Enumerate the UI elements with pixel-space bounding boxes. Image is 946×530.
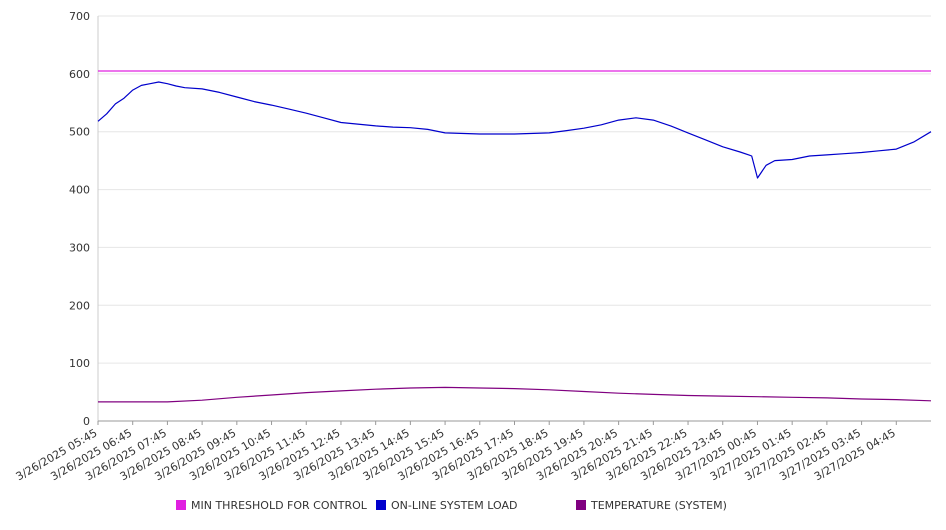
series-line-temperature (98, 386, 932, 403)
y-tick-label: 300 (69, 241, 90, 254)
y-tick-label: 400 (69, 184, 90, 197)
grid-layer (98, 15, 931, 364)
series-line-system-load (97, 81, 932, 179)
axis-layer (97, 16, 931, 425)
y-tick-label: 200 (69, 299, 90, 312)
y-tick-label: 600 (69, 68, 90, 81)
legend-label-system-load: ON-LINE SYSTEM LOAD (391, 498, 518, 512)
legend-label-temperature: TEMPERATURE (SYSTEM) (591, 498, 727, 512)
legend-item-min-threshold[interactable]: MIN THRESHOLD FOR CONTROL (176, 498, 367, 512)
legend-label-min-threshold: MIN THRESHOLD FOR CONTROL (191, 498, 367, 512)
y-tick-label: 0 (83, 415, 90, 428)
legend-swatch-system-load (376, 500, 386, 510)
legend-swatch-temperature (576, 500, 586, 510)
series-layer (97, 70, 932, 403)
y-tick-label: 700 (69, 10, 90, 23)
legend-item-temperature[interactable]: TEMPERATURE (SYSTEM) (576, 498, 727, 512)
y-tick-label: 500 (69, 126, 90, 139)
y-tick-label: 100 (69, 357, 90, 370)
legend-swatch-min-threshold (176, 500, 186, 510)
legend-item-system-load[interactable]: ON-LINE SYSTEM LOAD (376, 498, 517, 512)
